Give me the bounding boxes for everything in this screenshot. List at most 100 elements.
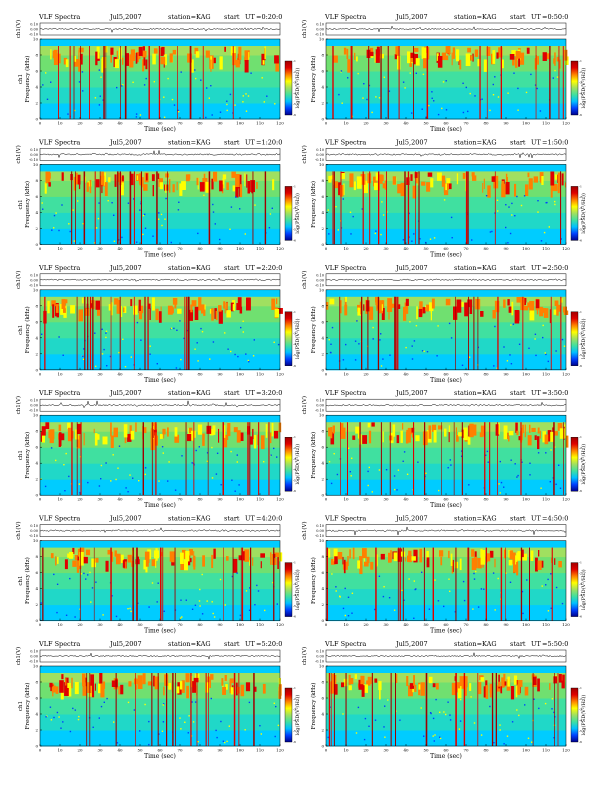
spectrogram-speckle [487, 461, 489, 463]
spectrogram-speckle [534, 84, 537, 86]
time-tick-label: 120 [276, 371, 284, 376]
time-tick-label: 10 [343, 622, 349, 627]
spectrogram-speckle [124, 366, 127, 368]
spectrogram-intensity-patch [129, 425, 132, 435]
spectrogram-speckle [139, 209, 141, 211]
spectrogram-intensity-patch [546, 53, 550, 60]
spectrogram-intensity-patch [169, 179, 171, 193]
spectrogram-intensity-patch [342, 556, 344, 565]
spectrogram-speckle [62, 354, 64, 356]
spectrogram-speckle [467, 110, 469, 113]
spectrogram-speckle [494, 609, 496, 611]
spectrogram-speckle [547, 610, 550, 612]
spectrogram-sferic [196, 673, 198, 746]
time-tick-label: 0 [39, 748, 42, 753]
time-axis-label: Time (sec) [430, 753, 462, 760]
waveform-trace [39, 277, 281, 282]
spectrogram-intensity-patch [71, 677, 73, 689]
spectrogram-intensity-patch [203, 173, 206, 182]
spectrogram-intensity-patch [374, 54, 377, 63]
spectrogram-intensity-patch [344, 304, 348, 316]
spectrogram-speckle [227, 348, 229, 350]
spectrogram-sferic [222, 422, 224, 496]
spectrogram-speckle [506, 735, 509, 737]
spectrogram-intensity-patch [238, 432, 244, 441]
spectrogram-intensity-patch [159, 182, 164, 190]
time-tick-label: 20 [363, 622, 369, 627]
spectrogram-intensity-patch [529, 301, 535, 313]
spectrogram-intensity-patch [235, 174, 240, 187]
spectrogram-intensity-patch [110, 47, 114, 55]
spectrogram-intensity-patch [272, 179, 275, 191]
panel-header-start-time: =3:20:0 [256, 389, 282, 397]
colorbar-tick-label: -6 [293, 113, 296, 117]
time-tick-label: 30 [383, 748, 389, 753]
freq-tick-label: 4 [35, 586, 38, 591]
spectrogram-speckle [142, 214, 145, 217]
spectrogram-speckle [274, 735, 276, 738]
spectrogram-intensity-patch [339, 300, 342, 314]
spectrogram-intensity-patch [423, 58, 427, 69]
spectrogram-intensity-patch [487, 185, 491, 198]
spectra-panel: VLF Spectra Jul5,2007 station=KAG start UT =3… [301, 389, 587, 509]
spectrogram-intensity-patch [165, 173, 169, 178]
spectrogram-intensity-patch [381, 308, 385, 320]
spectra-panel: VLF Spectra Jul5,2007 station=KAG start UT =3… [15, 389, 301, 509]
spectrogram-speckle [375, 96, 377, 98]
spectrogram-intensity-patch [480, 551, 485, 565]
spectrogram-speckle [247, 359, 249, 362]
spectrogram-speckle [330, 351, 332, 354]
spectrogram-intensity-patch [456, 173, 459, 185]
spectrogram-intensity-patch [207, 676, 211, 688]
spectrogram-intensity-patch [363, 180, 368, 194]
spectrogram-intensity-patch [474, 551, 477, 561]
spectrogram-intensity-patch [189, 427, 193, 434]
spectrogram-intensity-patch [512, 57, 515, 66]
spectrogram-speckle [238, 484, 240, 486]
time-tick-label: 120 [276, 246, 284, 251]
spectrogram-intensity-patch [151, 559, 157, 567]
panel-header-start-time: =2:50:0 [542, 264, 568, 272]
spectrogram-speckle [534, 333, 537, 335]
spectrogram-speckle [245, 590, 248, 592]
spectrogram-speckle [342, 198, 344, 200]
spectrogram-intensity-patch [45, 422, 50, 429]
time-tick-label: 100 [236, 622, 244, 627]
spectrogram-speckle [473, 578, 476, 580]
spectrogram-speckle [384, 736, 386, 738]
spectrogram-speckle [333, 453, 335, 455]
spectrogram-intensity-patch [60, 304, 65, 315]
spectrogram-intensity-patch [157, 173, 160, 179]
waveform-tick-label: 0.00 [316, 28, 324, 32]
spectrogram-sferic [174, 547, 176, 621]
colorbar-tick-label: -5 [579, 604, 582, 608]
spectrogram-intensity-patch [381, 174, 384, 181]
spectrogram-intensity-patch [533, 676, 537, 685]
spectrogram-speckle [158, 733, 160, 735]
spectrogram-intensity-patch [416, 177, 418, 184]
panel-header-date: Jul5,2007 [109, 138, 142, 146]
spectrogram-speckle [234, 490, 236, 492]
time-tick-label: 120 [276, 121, 284, 126]
colorbar-tick-label: -3 [579, 582, 582, 586]
spectrogram-speckle [226, 109, 228, 112]
spectrogram-intensity-patch [533, 176, 538, 183]
spectrogram-intensity-patch [202, 433, 205, 446]
spectrogram-speckle [415, 325, 418, 327]
spectrogram-intensity-patch [101, 171, 104, 177]
colorbar-tick-label: -5 [293, 228, 296, 232]
spectrogram-intensity-patch [355, 426, 360, 434]
spectrogram-speckle [530, 73, 532, 76]
freq-tick-label: 0 [321, 618, 324, 623]
spectrogram-speckle [434, 734, 436, 736]
waveform-tick-label: -0.10 [29, 158, 38, 162]
colorbar-tick-label: -6 [293, 364, 296, 368]
spectra-panel: VLF Spectra Jul5,2007 station=KAG start UT =5… [15, 640, 301, 760]
spectrogram-intensity-patch [554, 558, 556, 565]
spectrogram-speckle [63, 464, 65, 466]
colorbar-tick-label: -1 [293, 184, 296, 188]
spectrogram-intensity-patch [136, 175, 138, 181]
waveform-ylabel: ch1(V) [301, 145, 308, 163]
spectrogram-intensity-patch [407, 51, 411, 64]
spectrogram-intensity-patch [110, 435, 114, 448]
